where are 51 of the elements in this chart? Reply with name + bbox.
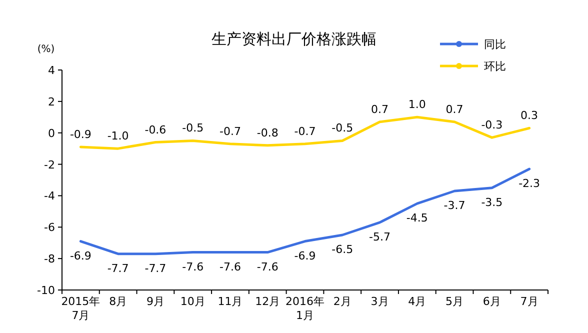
x-tick-label: 6月: [482, 295, 501, 308]
y-tick-label: -10: [37, 284, 55, 297]
data-label: -0.7: [294, 124, 316, 138]
legend-label: 同比: [484, 38, 506, 51]
data-label: 0.3: [520, 109, 538, 122]
data-label: 0.7: [371, 102, 389, 116]
data-label: -0.5: [332, 122, 354, 135]
x-tick-label: 2015年 7月: [61, 295, 100, 322]
data-label: -0.6: [144, 123, 166, 136]
y-tick-label: -4: [44, 190, 55, 203]
data-label: -7.6: [256, 260, 278, 274]
data-label: -7.7: [144, 262, 166, 275]
data-label: -2.3: [518, 177, 540, 190]
data-label: -7.7: [107, 262, 129, 275]
data-label: -0.8: [256, 126, 278, 140]
data-label: -0.7: [219, 124, 241, 138]
data-label: -7.6: [182, 260, 204, 274]
x-tick-label: 2月: [333, 295, 352, 308]
y-tick-label: 0: [48, 126, 55, 140]
y-tick-label: 2: [48, 95, 55, 108]
y-axis-title: (%): [37, 44, 55, 55]
x-tick-label: 12月: [255, 295, 280, 308]
y-tick-label: -6: [44, 221, 55, 234]
data-label: -0.3: [481, 118, 503, 132]
data-label: -5.7: [369, 230, 391, 244]
y-tick-label: -8: [44, 252, 55, 266]
x-tick-label: 2016年 1月: [286, 295, 324, 322]
x-tick-label: 7月: [520, 295, 538, 308]
x-tick-label: 3月: [370, 295, 389, 308]
data-label: -4.5: [406, 212, 428, 225]
data-label: -3.5: [481, 196, 503, 209]
x-tick-label: 10月: [180, 295, 206, 308]
x-tick-label: 11月: [218, 295, 243, 308]
data-label: -0.5: [182, 122, 204, 135]
x-tick-label: 8月: [109, 295, 128, 308]
data-label: -6.9: [294, 249, 316, 262]
data-label: -3.7: [444, 199, 466, 212]
chart-title: 生产资料出厂价格涨跌幅: [212, 30, 376, 48]
data-label: 0.7: [446, 102, 464, 116]
x-tick-label: 5月: [446, 295, 464, 308]
data-label: -7.6: [219, 260, 241, 274]
y-tick-label: 4: [48, 64, 55, 77]
x-tick-label: 4月: [408, 295, 426, 308]
x-tick-label: 9月: [146, 295, 164, 308]
data-label: -0.9: [70, 128, 92, 141]
data-label: -1.0: [107, 130, 129, 143]
data-label: -6.9: [70, 249, 92, 262]
y-tick-label: -2: [44, 158, 55, 172]
data-label: 1.0: [408, 98, 426, 112]
data-label: -6.5: [332, 243, 354, 256]
legend-label: 环比: [484, 60, 506, 73]
